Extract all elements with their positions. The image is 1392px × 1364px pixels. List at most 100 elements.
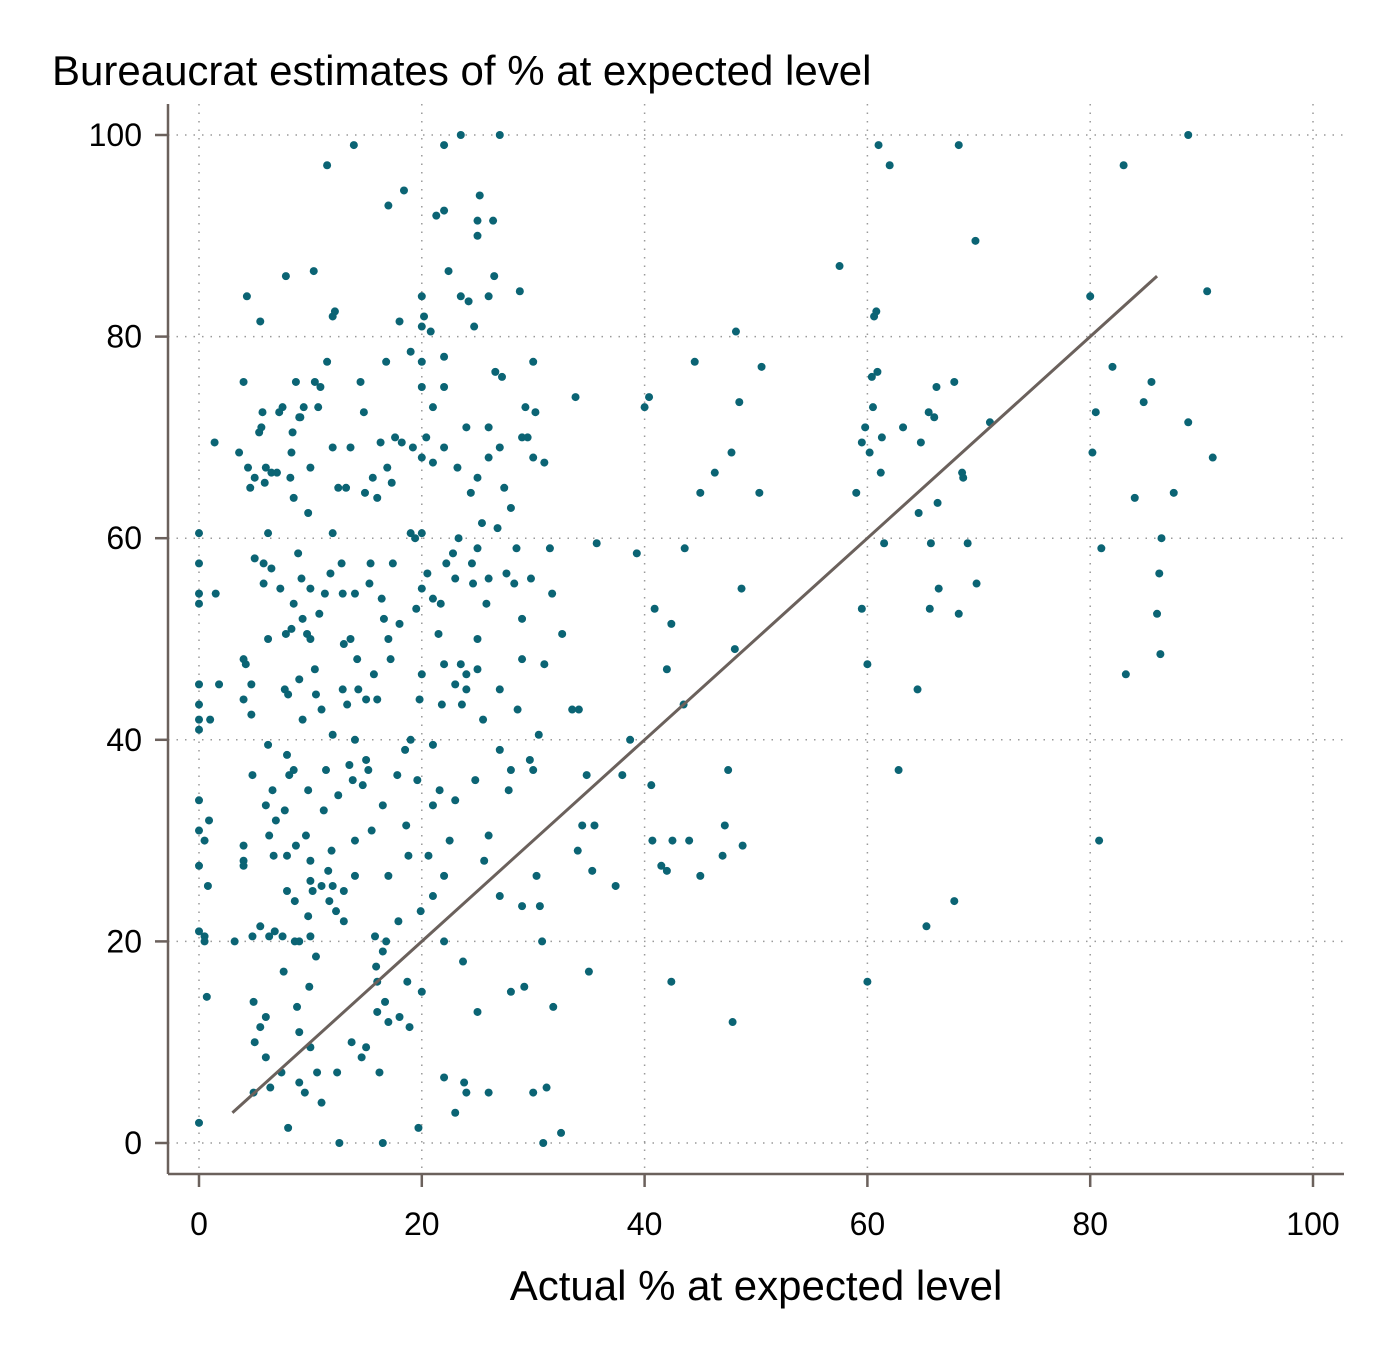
data-point [493,524,502,533]
data-point [332,907,341,916]
x-axis-label: Actual % at expected level [510,1262,1003,1309]
data-point [395,317,404,326]
data-point [435,786,444,795]
data-point [261,1013,270,1021]
data-point [1208,453,1217,462]
data-point [484,423,493,432]
data-point [283,851,292,860]
data-point [588,866,597,875]
data-point [456,292,465,301]
data-point [451,574,460,583]
data-point [426,327,435,336]
data-point [467,559,476,568]
data-point [284,690,293,699]
data-point [877,433,886,442]
data-point [323,357,332,366]
data-point [515,287,524,296]
data-point [269,851,278,860]
data-point [350,735,359,744]
data-point [195,1118,203,1127]
data-point [289,493,298,502]
data-point [300,1088,309,1097]
data-point [735,398,744,407]
data-point [916,438,925,447]
data-point [195,680,203,689]
data-point [1169,488,1178,497]
data-point [338,589,347,598]
data-point [306,856,315,865]
data-points [195,131,1217,1147]
data-point [464,297,473,306]
data-point [235,448,244,457]
data-point [260,478,269,487]
data-point [932,383,941,391]
data-point [876,468,885,477]
data-point [475,191,484,200]
data-point [690,357,699,366]
data-point [259,559,268,568]
data-point [1095,836,1104,845]
data-point [459,957,468,966]
data-point [349,141,358,150]
data-point [350,871,359,880]
data-point [451,1108,460,1117]
data-point [384,1018,393,1027]
data-point [924,408,933,417]
data-point [200,937,209,946]
data-point [448,549,457,558]
data-point [369,670,378,679]
data-point [306,635,315,643]
data-point [205,816,214,825]
data-point [195,589,203,598]
data-point [648,836,657,845]
data-point [874,141,883,150]
data-point [727,448,736,457]
data-point [473,473,482,482]
data-point [479,715,488,724]
data-point [518,655,527,664]
data-point [710,468,719,477]
data-point [258,408,267,417]
data-point [933,498,942,507]
data-point [280,806,289,815]
data-point [387,478,396,487]
data-point [574,705,583,714]
data-point [239,377,248,386]
data-point [256,922,265,931]
data-point [484,292,493,301]
data-point [914,509,923,517]
data-point [382,357,391,366]
data-point [453,463,462,472]
data-point [502,569,511,578]
data-point [350,589,359,598]
data-point [428,801,437,810]
data-point [428,403,437,412]
data-point [362,755,371,764]
data-point [504,786,513,795]
data-point [667,619,676,628]
data-point [462,1088,471,1097]
data-point [959,473,968,482]
data-point [379,614,388,623]
data-point [857,604,866,613]
data-point [378,801,387,810]
data-point [506,987,515,996]
data-point [662,866,671,875]
data-point [518,614,527,623]
data-point [403,977,412,986]
data-point [484,453,493,462]
data-point [1088,448,1097,457]
data-point [295,675,304,684]
data-point [696,488,705,497]
data-point [372,962,381,971]
data-point [415,695,424,704]
data-point [885,161,894,170]
data-point [657,861,666,870]
data-point [384,201,393,210]
data-point [662,665,671,674]
data-point [411,534,420,543]
data-point [738,841,747,850]
data-point [250,473,259,482]
data-point [195,927,203,936]
data-point [330,307,339,316]
